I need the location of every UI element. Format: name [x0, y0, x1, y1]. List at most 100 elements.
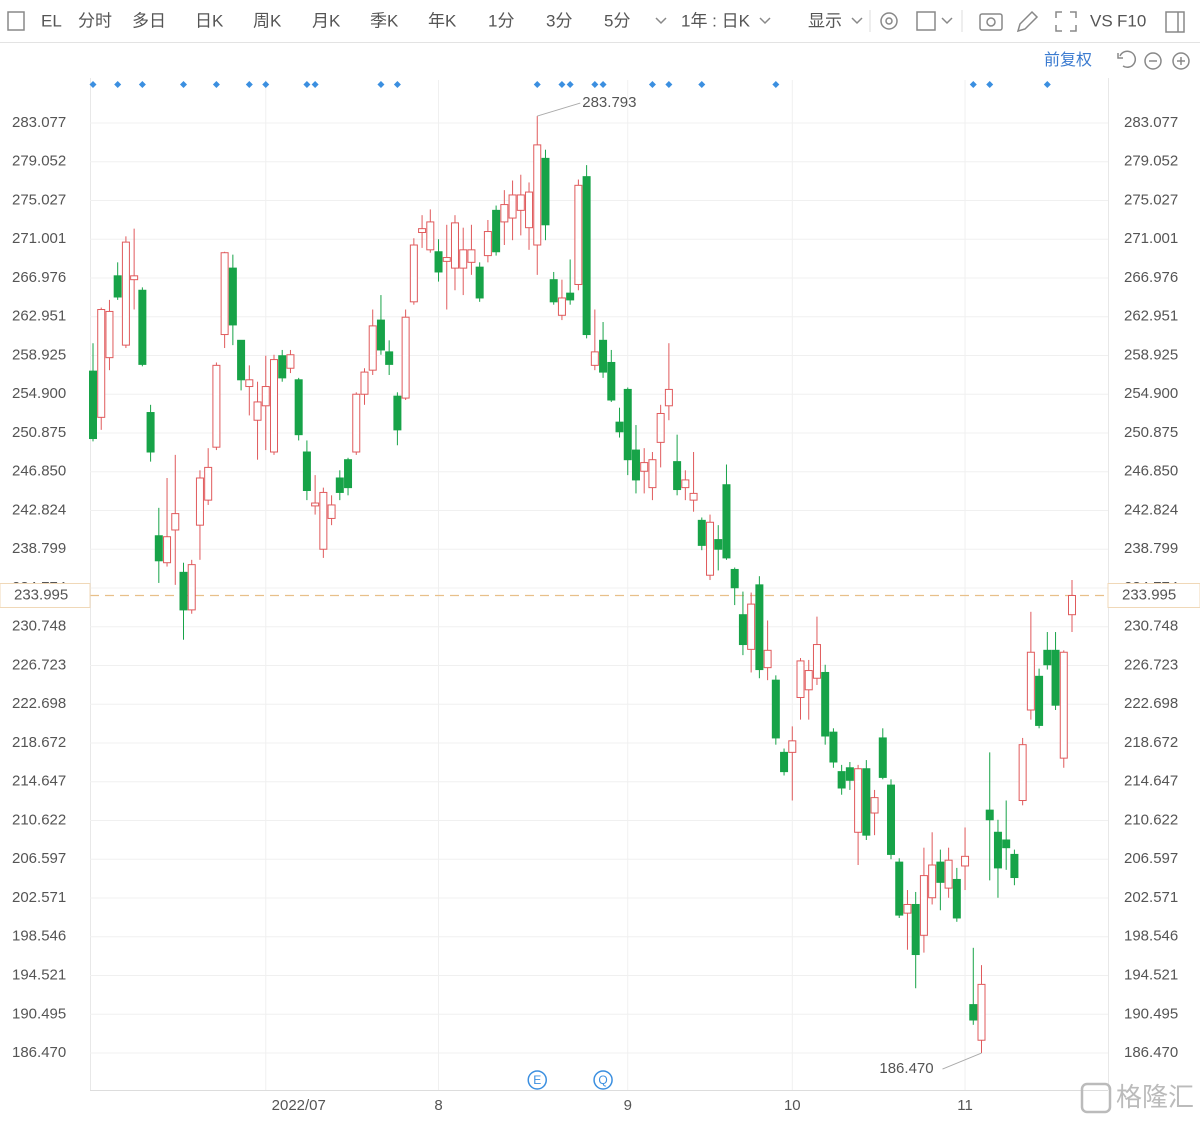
- fullscreen-icon[interactable]: [1055, 11, 1077, 32]
- toolbar-tab[interactable]: EL: [41, 11, 62, 30]
- event-dot[interactable]: [665, 81, 673, 88]
- candle-body: [689, 492, 698, 501]
- annotation-leader: [537, 102, 581, 117]
- annotation-label: 283.793: [582, 94, 636, 111]
- event-dot[interactable]: [212, 81, 220, 88]
- candle-body: [179, 571, 188, 611]
- x-tick-label: 2022/07: [272, 1097, 326, 1114]
- y-tick-label-right: 206.597: [1124, 850, 1178, 867]
- y-tick-label: 283.077: [12, 114, 66, 131]
- undo-icon[interactable]: [1117, 50, 1136, 69]
- candle-body: [228, 267, 237, 326]
- candle-body: [993, 831, 1002, 869]
- candle-body: [97, 309, 106, 418]
- event-dot[interactable]: [772, 81, 780, 88]
- panel-icon[interactable]: [7, 11, 25, 31]
- toolbar-tab[interactable]: 1分: [488, 11, 514, 30]
- toolbar-tab[interactable]: 5分: [604, 11, 630, 30]
- event-dot[interactable]: [262, 81, 270, 88]
- toolbar-tab[interactable]: VS: [1090, 11, 1113, 30]
- sidebar-icon[interactable]: [1165, 11, 1185, 33]
- candle-body: [1018, 744, 1027, 802]
- y-tick-label: 271.001: [12, 230, 66, 247]
- y-tick-label-right: 230.748: [1124, 618, 1178, 635]
- candle-body: [278, 355, 287, 379]
- candle-body: [985, 809, 994, 821]
- chevron[interactable]: [759, 17, 771, 25]
- event-dot[interactable]: [698, 81, 706, 88]
- y-tick-label: 202.571: [12, 889, 66, 906]
- event-dot[interactable]: [377, 81, 385, 88]
- candle-body: [870, 797, 879, 814]
- candle-body: [599, 339, 608, 373]
- event-dot[interactable]: [566, 81, 574, 88]
- toolbar-tab[interactable]: F10: [1117, 11, 1146, 30]
- toolbar-tab[interactable]: 多日: [132, 11, 166, 30]
- toolbar-tab[interactable]: 周K: [253, 11, 282, 30]
- candle-body: [212, 364, 221, 448]
- y-tick-label-right: 275.027: [1124, 191, 1178, 208]
- watermark-logo: [1080, 1082, 1112, 1114]
- event-badge[interactable]: [593, 1070, 613, 1090]
- event-dot[interactable]: [599, 81, 607, 88]
- zoom-out-icon[interactable]: [1144, 52, 1162, 70]
- candle-body: [780, 751, 789, 773]
- event-dot[interactable]: [591, 81, 599, 88]
- y-tick-label-right: 214.647: [1124, 773, 1178, 790]
- toolbar-tab[interactable]: 日K: [195, 11, 224, 30]
- event-dot[interactable]: [245, 81, 253, 88]
- toolbar-tab[interactable]: 月K: [312, 11, 341, 30]
- event-dot[interactable]: [648, 81, 656, 88]
- candle-body: [738, 614, 747, 646]
- chevron[interactable]: [851, 17, 863, 25]
- toolbar-tab[interactable]: 季K: [370, 11, 399, 30]
- toolbar-tab[interactable]: 1年 : 日K: [681, 11, 751, 30]
- candle-body: [903, 903, 912, 914]
- candle-body: [730, 568, 739, 589]
- event-dot[interactable]: [1043, 81, 1051, 88]
- adjust-mode[interactable]: 前复权: [1044, 51, 1092, 69]
- event-dot[interactable]: [311, 81, 319, 88]
- candle-body: [368, 325, 377, 371]
- event-dot[interactable]: [303, 81, 311, 88]
- candle-body: [944, 859, 953, 889]
- toolbar-tab[interactable]: 显示: [808, 11, 842, 30]
- candle-body: [335, 477, 344, 493]
- event-dot[interactable]: [558, 81, 566, 88]
- event-dot[interactable]: [393, 81, 401, 88]
- event-dot[interactable]: [533, 81, 541, 88]
- event-dot[interactable]: [89, 81, 97, 88]
- candle-body: [788, 740, 797, 753]
- candle-body: [722, 484, 731, 559]
- candle-body: [204, 466, 213, 501]
- chevron[interactable]: [655, 17, 667, 25]
- candle-body: [763, 649, 772, 669]
- toolbar-tab[interactable]: 年K: [428, 11, 457, 30]
- camera-icon[interactable]: [979, 13, 1003, 31]
- chevron[interactable]: [941, 17, 953, 25]
- toolbar-tab[interactable]: 分时: [78, 11, 112, 30]
- settings-icon[interactable]: [880, 12, 898, 30]
- event-dot[interactable]: [179, 81, 187, 88]
- annotation-label: 186.470: [879, 1060, 933, 1077]
- event-badge[interactable]: [527, 1070, 548, 1090]
- y-tick-label-right: 271.001: [1124, 230, 1178, 247]
- candle-body: [442, 257, 451, 262]
- event-dot[interactable]: [114, 81, 122, 88]
- toolbar-tab[interactable]: 3分: [546, 11, 572, 30]
- candle-body: [673, 461, 682, 491]
- candle-body: [854, 768, 863, 833]
- y-tick-label-right: 246.850: [1124, 463, 1178, 480]
- candle-body: [163, 536, 172, 564]
- box-icon[interactable]: [916, 11, 936, 31]
- pen-icon[interactable]: [1016, 10, 1039, 33]
- zoom-in-icon[interactable]: [1172, 52, 1190, 70]
- event-dot[interactable]: [138, 81, 146, 88]
- candle-body: [549, 279, 558, 303]
- event-dot[interactable]: [969, 81, 977, 88]
- y-tick-label-right: 210.622: [1124, 811, 1178, 828]
- y-tick-label-right: 238.799: [1124, 540, 1178, 557]
- candle-body: [294, 379, 303, 436]
- candle-body: [895, 861, 904, 916]
- event-dot[interactable]: [986, 81, 994, 88]
